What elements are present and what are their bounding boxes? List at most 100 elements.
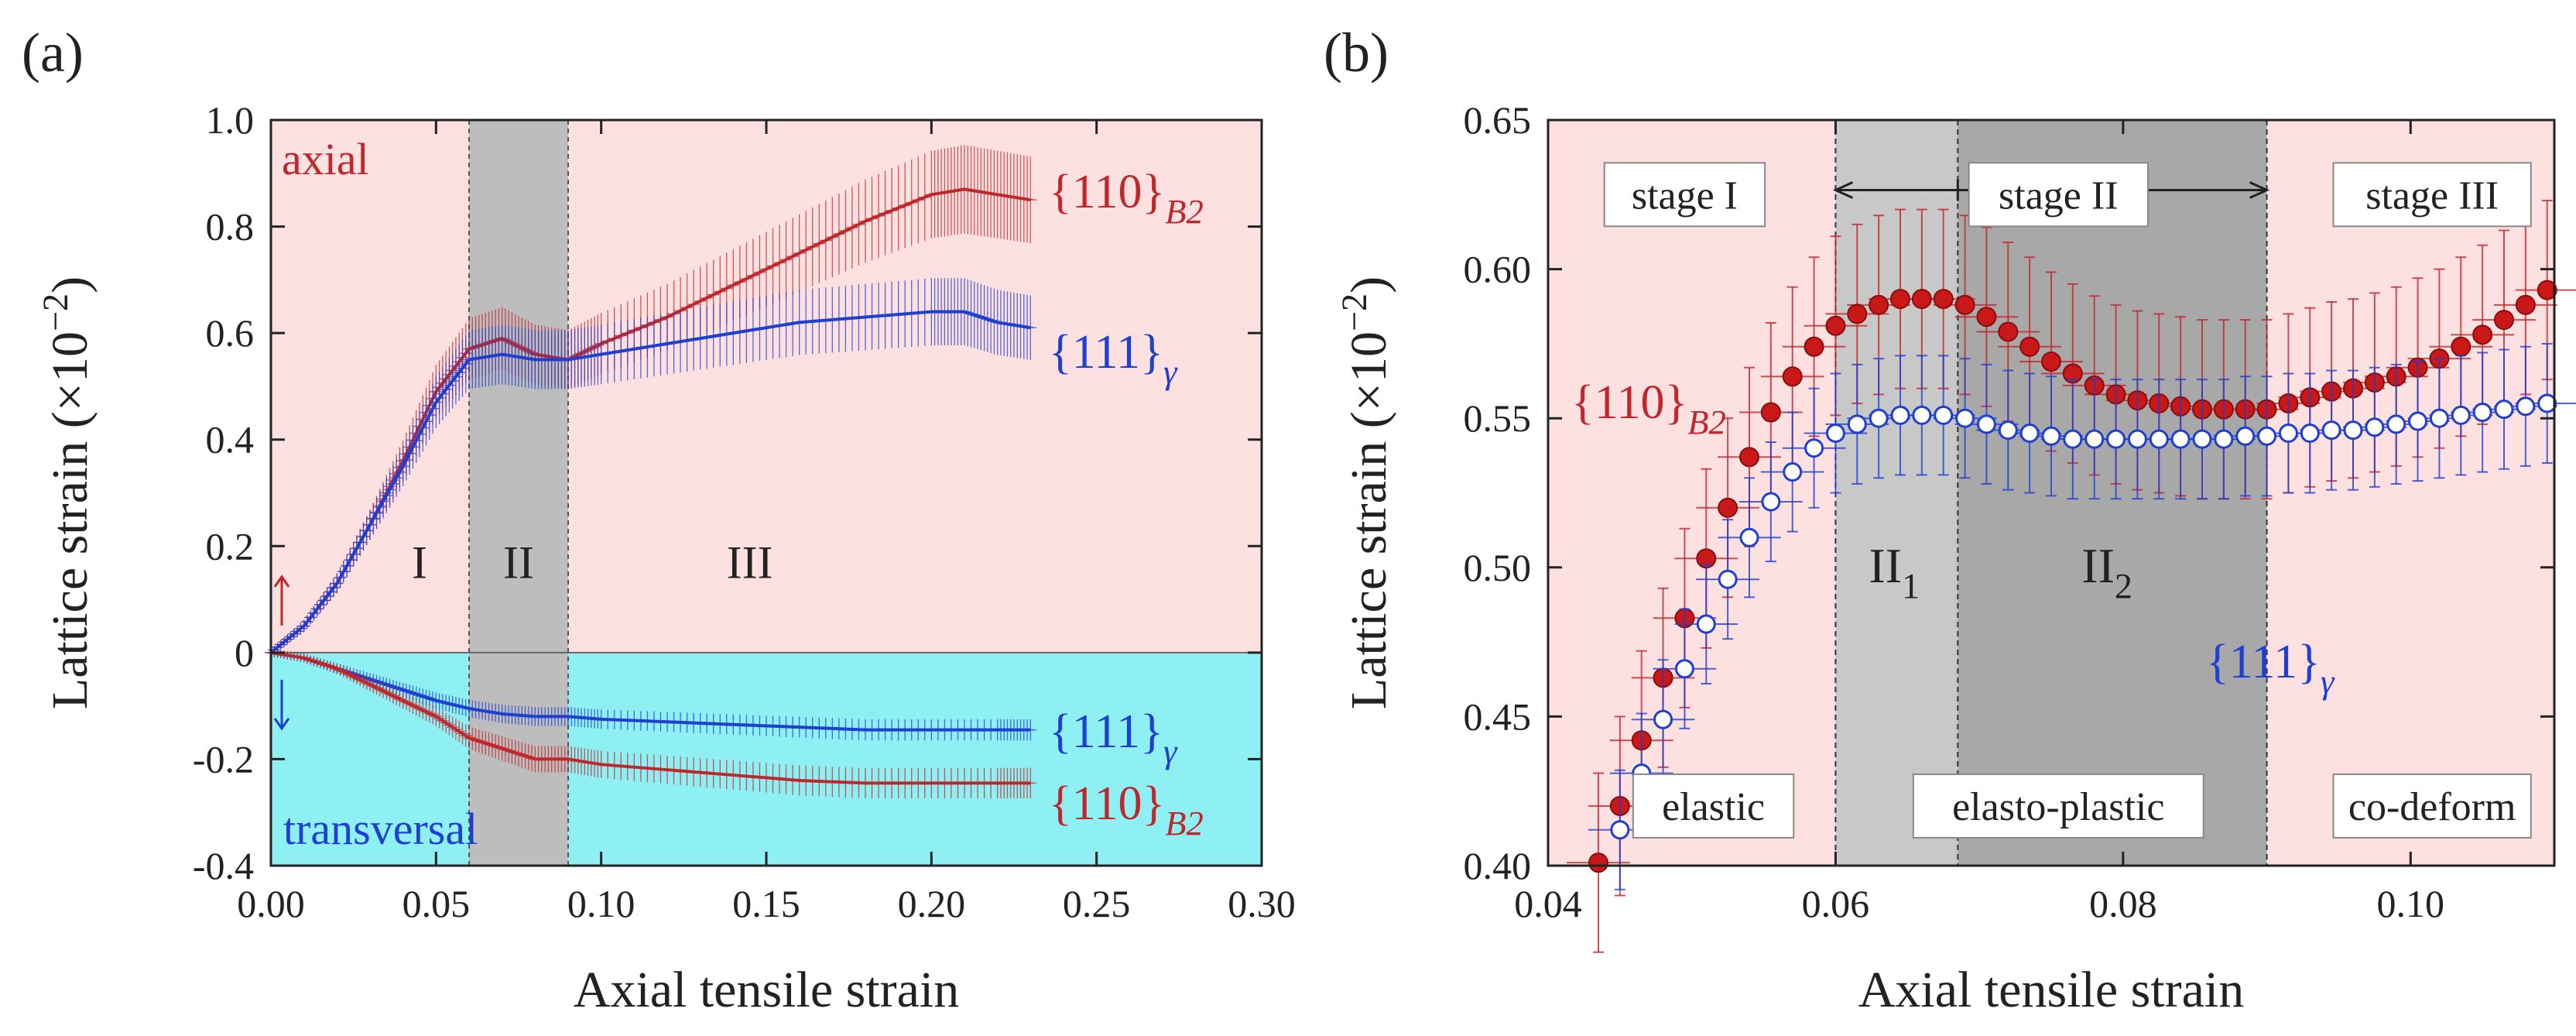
data-point xyxy=(2321,420,2341,441)
y-axis-label: Lattice strain (×10−2) xyxy=(36,276,98,709)
y-tick-label: 0.50 xyxy=(1464,546,1532,589)
series-label: {110}B2 xyxy=(1571,376,1726,441)
data-point xyxy=(1998,321,2019,342)
data-point xyxy=(1696,614,1716,634)
x-tick-label: 0.08 xyxy=(2089,882,2157,925)
axial-label: axial xyxy=(282,134,369,184)
stage-band xyxy=(1548,120,1836,866)
data-point xyxy=(2386,414,2406,434)
y-tick-label: 0.60 xyxy=(1464,248,1532,291)
stage-label: stage I xyxy=(1632,173,1738,218)
series-1 xyxy=(265,278,1037,657)
data-point xyxy=(1804,336,1824,357)
data-point xyxy=(2494,400,2514,420)
data-point xyxy=(2214,429,2234,449)
y-tick-label: 0.2 xyxy=(206,524,255,568)
x-tick-label: 0.10 xyxy=(2377,882,2445,925)
data-point xyxy=(2170,429,2191,449)
sub-stage-label: II2 xyxy=(2081,538,2132,605)
data-point xyxy=(2472,402,2492,422)
series-label: {110}B2 xyxy=(1049,777,1204,842)
arrow-left-icon xyxy=(1832,181,1854,199)
data-point xyxy=(2343,420,2363,441)
data-point xyxy=(1955,408,1975,428)
x-tick-label: 0.10 xyxy=(567,882,635,925)
transversal-label: transversal xyxy=(283,804,478,854)
deformation-box xyxy=(1912,773,2204,839)
data-point xyxy=(1890,289,1910,310)
data-point xyxy=(2300,423,2320,443)
data-point xyxy=(1890,405,1910,425)
y-tick-label: 0.55 xyxy=(1464,396,1532,440)
data-point xyxy=(1933,289,1954,310)
x-tick-label: 0.00 xyxy=(237,882,305,925)
data-point xyxy=(1653,709,1673,729)
data-point xyxy=(1804,438,1824,458)
data-point xyxy=(2278,423,2298,443)
data-point xyxy=(2515,294,2536,315)
data-point xyxy=(2365,417,2385,437)
deformation-box xyxy=(2332,773,2532,839)
chart-a-series xyxy=(265,145,1037,799)
y-axis-label: Lattice strain (×10−2) xyxy=(1334,276,1397,709)
x-tick-label: 0.30 xyxy=(1228,882,1296,925)
data-point xyxy=(2084,429,2105,449)
data-point xyxy=(1674,659,1694,679)
data-point xyxy=(1912,405,1932,425)
arrow-up-icon xyxy=(273,575,290,626)
chart-b-series xyxy=(1567,200,2576,953)
panel-b-label: (b) xyxy=(1324,22,1389,84)
stage-box xyxy=(1968,162,2149,228)
region-transversal xyxy=(271,652,1262,866)
stage-label: I xyxy=(412,537,427,588)
data-point xyxy=(1954,294,1975,315)
data-point xyxy=(1911,289,1932,310)
stage-band xyxy=(1958,120,2267,866)
y-tick-label: 1.0 xyxy=(206,98,255,142)
panel-a-label: (a) xyxy=(22,22,84,84)
x-axis-label: Axial tensile strain xyxy=(1858,962,2245,1018)
data-point xyxy=(1869,294,1889,315)
data-point xyxy=(1588,852,1608,873)
data-point xyxy=(2537,280,2557,300)
series-label: {111}γ xyxy=(1049,705,1178,770)
x-tick-label: 0.06 xyxy=(1802,882,1870,925)
chart-b: stage I stage II stage III elastic elasto-pl… xyxy=(1334,98,2576,1018)
sub-stage-label: II1 xyxy=(1869,538,1920,605)
y-tick-label: 0 xyxy=(235,631,254,674)
data-point xyxy=(1976,307,1997,328)
data-point xyxy=(2537,393,2557,413)
data-point xyxy=(1847,304,1868,324)
data-point xyxy=(1739,527,1759,547)
data-point xyxy=(1610,820,1630,840)
data-point xyxy=(1976,414,1996,434)
data-point xyxy=(1718,569,1738,589)
stage-label: II xyxy=(503,537,534,588)
stage-box xyxy=(1603,162,1766,228)
chart-a-axes: 0.00 0.05 0.10 0.15 0.20 0.25 0.30 -0.4 -0.2 0 0.2… xyxy=(36,98,1296,1018)
series-label: {110}B2 xyxy=(1049,166,1204,231)
chart-b-annotations: stage I stage II stage III elastic elasto-pl… xyxy=(1571,162,2532,839)
y-tick-label: 0.45 xyxy=(1464,695,1532,738)
data-point xyxy=(2451,336,2472,357)
deformation-box xyxy=(1632,773,1795,839)
data-point xyxy=(1782,366,1803,387)
chart-b-axes: 0.04 0.06 0.08 0.10 0.40 0.45 0.50 0.55 0.60 0.65… xyxy=(1334,98,2556,1018)
data-point xyxy=(2516,396,2536,417)
data-point xyxy=(2149,429,2169,449)
x-axis-label: Axial tensile strain xyxy=(574,962,960,1018)
y-tick-label: 0.40 xyxy=(1464,844,1532,887)
data-point xyxy=(2429,408,2449,428)
data-point xyxy=(1739,447,1759,468)
y-tick-label: 0.65 xyxy=(1464,98,1532,142)
stage-label: stage III xyxy=(2365,173,2499,218)
x-tick-label: 0.04 xyxy=(1514,882,1582,925)
data-point xyxy=(2408,411,2428,431)
data-point xyxy=(2019,423,2040,443)
series-line xyxy=(270,650,1031,732)
series-1 xyxy=(1588,342,2576,890)
data-point xyxy=(1998,420,2018,441)
data-point xyxy=(2472,324,2493,345)
data-point xyxy=(2106,429,2126,449)
